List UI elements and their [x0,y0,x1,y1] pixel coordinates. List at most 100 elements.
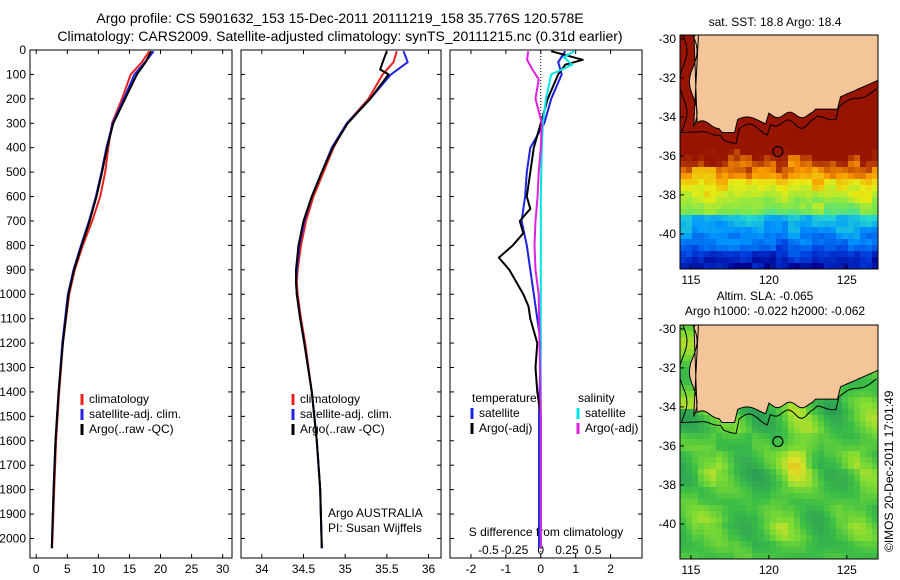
map-cell [776,445,782,451]
map-cell [764,475,770,481]
legend-label: Argo(-adj) [479,421,532,435]
map-cell [734,191,740,197]
map-cell [836,221,842,227]
map-cell [698,475,704,481]
map-cell [788,445,794,451]
map-cell [680,523,686,529]
x-tick-label: 36 [422,562,436,576]
map-cell [866,445,872,451]
map-cell [848,263,854,269]
map-cell [848,209,854,215]
map-y-tick-label: -38 [659,478,677,492]
map-y-tick-label: -40 [659,517,677,531]
map-cell [860,257,866,263]
map-cell [728,511,734,517]
map-cell [722,197,728,203]
map-cell [680,41,686,47]
map-cell [800,131,806,137]
map-cell [686,53,692,59]
map-cell [836,535,842,541]
map-cell [776,161,782,167]
map-cell [860,481,866,487]
map-cell [758,173,764,179]
map-cell [770,215,776,221]
plot-frame [449,49,643,559]
map-cell [692,173,698,179]
map-cell [872,191,878,197]
map-cell [740,179,746,185]
map-cell [680,475,686,481]
map-cell [728,263,734,269]
map-cell [680,167,686,173]
map-cell [776,179,782,185]
map-cell [704,523,710,529]
map-cell [686,445,692,451]
map-cell [872,95,878,101]
map-cell [800,197,806,203]
map-cell [866,379,872,385]
map-cell [740,251,746,257]
legend-label: Argo(-adj) [585,421,638,435]
map-cell [782,161,788,167]
map-cell [872,457,878,463]
y-tick-label: 1000 [0,287,26,301]
map-cell [824,209,830,215]
map-cell [824,541,830,547]
map-cell [740,493,746,499]
map-cell [872,541,878,547]
map-cell [782,451,788,457]
map-cell [746,203,752,209]
map-cell [794,161,800,167]
map-cell [812,233,818,239]
map-cell [860,251,866,257]
map-cell [686,505,692,511]
map-cell [806,439,812,445]
map-cell [830,185,836,191]
map-cell [776,125,782,131]
y-tick-label: 1700 [0,458,26,472]
map-cell [836,191,842,197]
map-cell [722,191,728,197]
map-cell [818,149,824,155]
map-cell [716,149,722,155]
legend-label: satellite [479,406,520,420]
map-cell [746,487,752,493]
map-cell [800,257,806,263]
map-cell [812,245,818,251]
map-cell [788,475,794,481]
map-cell [818,445,824,451]
map-cell [710,547,716,553]
map-cell [680,511,686,517]
map-cell [692,421,698,427]
map-cell [800,499,806,505]
map-cell [812,125,818,131]
map-cell [734,505,740,511]
map-cell [830,161,836,167]
map-cell [824,149,830,155]
map-cell [854,541,860,547]
map-cell [764,457,770,463]
map-cell [698,421,704,427]
map-cell [680,191,686,197]
map-cell [848,257,854,263]
x-tick-label: 2 [607,562,614,576]
map-cell [782,535,788,541]
map-cell [740,421,746,427]
map-cell [806,421,812,427]
map-cell [788,505,794,511]
map-cell [770,179,776,185]
map-cell [806,427,812,433]
map-cell [836,415,842,421]
map-cell [854,263,860,269]
map-cell [734,185,740,191]
map-cell [782,125,788,131]
map-cell [782,469,788,475]
map-cell [836,179,842,185]
map-cell [818,439,824,445]
map-cell [830,457,836,463]
map-cell [686,263,692,269]
map-cell [860,415,866,421]
map-cell [704,421,710,427]
map-cell [854,403,860,409]
